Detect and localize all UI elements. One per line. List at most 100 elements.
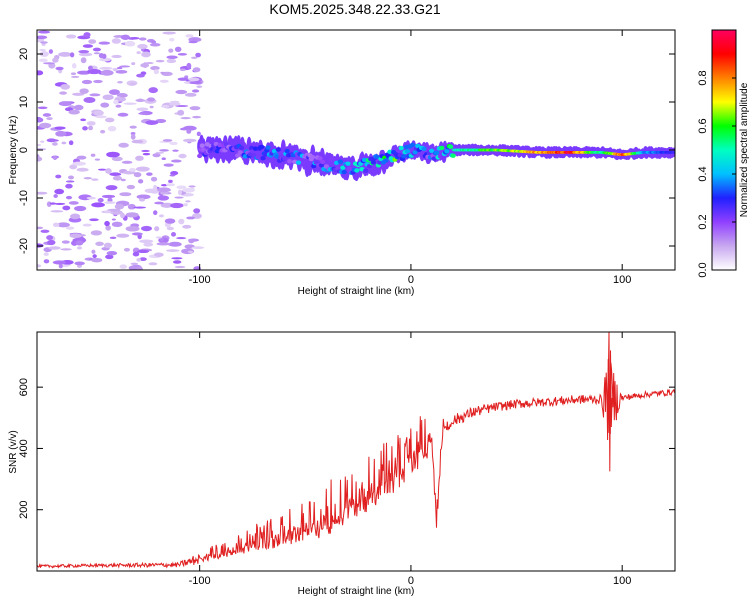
snr-plot-area [37,332,675,571]
spectrogram-noise-blob [149,43,161,47]
spectrogram-ridge-core [214,149,221,154]
spectrogram-noise-blob [89,218,99,222]
spectrogram-noise-blob [108,89,120,95]
spectrogram-noise-blob [145,120,159,125]
spectrogram-noise-blob [119,264,128,269]
snr-spike-line [607,332,613,472]
spectrogram-ridge-core [377,160,383,165]
spectrogram-noise-blob [92,47,102,52]
spectrogram-noise-blob [136,257,142,262]
spectrogram-ridge-core [370,160,376,165]
spectrogram-noise-blob [79,88,89,94]
spectrogram-noise-blob [117,112,129,117]
spectrogram-noise-blob [177,53,187,56]
spectrogram-noise-blob [100,102,110,108]
spectrogram-noise-blob [43,259,50,264]
spectrogram-noise-blob [58,101,72,107]
spectrogram-y-ticks: -20 -10 0 10 20 [18,48,675,254]
spectrogram-noise-blob [183,203,188,207]
spectrogram-noise-blob [100,69,114,76]
spectrogram-noise-blob [37,106,48,110]
snr-panel: -100 0 100 200 400 600 Height of straight li… [8,331,676,597]
spectrogram-noise-blob [193,266,201,270]
spectrogram-noise-blob [46,235,54,241]
spectrogram-noise-blob [168,241,182,247]
spectrogram-noise-blob [46,201,52,207]
spectrogram-ridge-core [204,142,210,147]
snr-xlabel: Height of straight line (km) [298,586,415,597]
spectrogram-noise-blob [46,117,53,121]
spectrogram-noise-blob [115,69,128,74]
spectrogram-noise-blob [90,153,96,157]
spectrogram-noise-blob [109,236,117,239]
spectrogram-noise-blob [160,202,174,208]
spectrogram-noise-blob [90,230,103,236]
spectrogram-noise-blob [61,240,70,244]
spectrogram-noise-blob [117,81,123,84]
spectrogram-x-ticks: -100 0 100 [189,30,631,286]
spectrogram-noise-blob [193,208,201,214]
spectrogram-ridge-layer [197,134,675,182]
spectrogram-ridge-core [197,153,203,159]
spectrogram-noise-blob [65,34,77,39]
spectrogram-noise-blob [103,210,111,213]
spectrogram-ridge-core [341,169,347,175]
spectrogram-noise-blob [74,261,85,266]
spectrogram-noise-blob [135,98,146,102]
spectrogram-ridge-core [287,159,293,164]
spectrogram-noise-blob [65,226,75,230]
spectrogram-noise-blob [189,106,201,111]
snr-y-ticks: 200 400 600 [18,378,675,519]
spectrogram-noise-blob [64,107,74,112]
spectrogram-noise-blob [86,121,96,126]
spectrogram-noise-blob [72,161,87,166]
spectrogram-noise-blob [37,243,44,248]
spectrogram-noise-blob [109,172,122,177]
spectrogram-noise-blob [166,58,177,64]
spectrogram-noise-blob [142,152,151,156]
spectrogram-noise-blob [112,175,122,181]
spectrogram-noise-blob [98,52,105,59]
spectrogram-noise-blob [120,34,130,40]
spectrogram-noise-blob [111,38,121,44]
spectrogram-noise-blob [69,164,78,170]
spectrogram-noise-blob [153,184,158,191]
spectrogram-y-tick-label: 10 [18,96,30,108]
spectrogram-ridge-core [444,149,450,154]
spectrogram-noise-blob [97,168,107,171]
spectrogram-noise-blob [69,233,82,239]
spectrogram-noise-blob [95,241,104,246]
spectrogram-noise-blob [104,201,116,204]
spectrogram-ylabel: Frequency (Hz) [8,116,19,185]
snr-x-tick-label: -100 [189,575,211,587]
spectrogram-noise-blob [83,96,96,103]
spectrogram-noise-blob [113,99,119,105]
spectrogram-noise-blob [174,265,186,269]
spectrogram-ridge-core [421,146,427,152]
spectrogram-noise-blob [125,225,140,232]
spectrogram-noise-blob [169,37,175,42]
spectrogram-noise-blob [39,51,49,57]
spectrogram-noise-blob [136,107,149,111]
spectrogram-noise-blob [42,113,52,117]
spectrogram-noise-blob [170,159,182,163]
spectrogram-noise-blob [139,257,147,262]
spectrogram-noise-blob [65,183,73,189]
spectrogram-ridge-core [354,168,360,173]
spectrogram-noise-blob [103,242,112,249]
spectrogram-noise-blob [68,109,80,115]
spectrogram-ridge-core [401,154,407,159]
spectrogram-noise-blob [114,203,124,210]
spectrogram-noise-blob [80,118,87,122]
colorbar-gradient [712,30,736,270]
spectrogram-noise-blob [166,55,178,59]
spectrogram-noise-blob [38,58,48,63]
spectrogram-noise-blob [76,155,87,160]
spectrogram-ridge-core [301,160,307,165]
spectrogram-y-tick-label: -20 [18,238,30,254]
colorbar-tick-label: 0.0 [697,262,709,277]
spectrogram-noise-blob [118,142,129,148]
spectrogram-noise-blob [106,151,120,158]
spectrogram-noise-blob [137,179,144,184]
spectrogram-noise-blob [170,171,179,176]
